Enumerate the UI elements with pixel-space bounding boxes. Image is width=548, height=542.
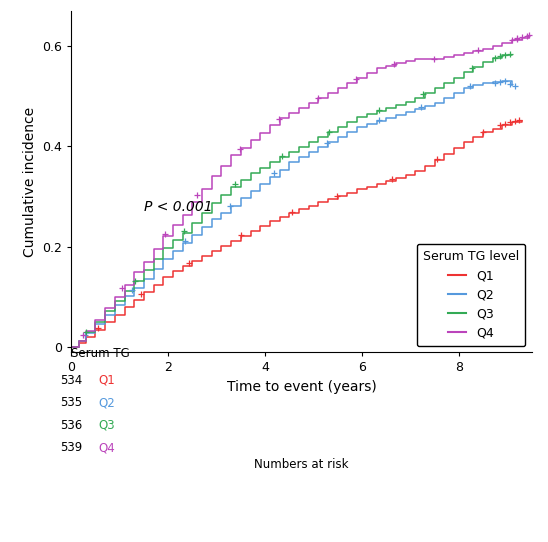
Text: 536: 536 <box>60 418 82 431</box>
Text: 539: 539 <box>60 441 82 454</box>
X-axis label: Time to event (years): Time to event (years) <box>226 380 376 394</box>
Legend: Q1, Q2, Q3, Q4: Q1, Q2, Q3, Q4 <box>416 243 526 346</box>
Y-axis label: Cumulative incidence: Cumulative incidence <box>23 107 37 256</box>
Text: Q3: Q3 <box>99 418 116 431</box>
Text: Q4: Q4 <box>99 441 116 454</box>
Text: Q2: Q2 <box>99 396 116 409</box>
Text: Q1: Q1 <box>99 374 116 387</box>
Text: Serum TG: Serum TG <box>71 347 130 360</box>
Text: 534: 534 <box>60 374 82 387</box>
Text: 535: 535 <box>60 396 82 409</box>
Text: Numbers at risk: Numbers at risk <box>254 457 349 470</box>
Text: P < 0.001: P < 0.001 <box>144 199 213 214</box>
